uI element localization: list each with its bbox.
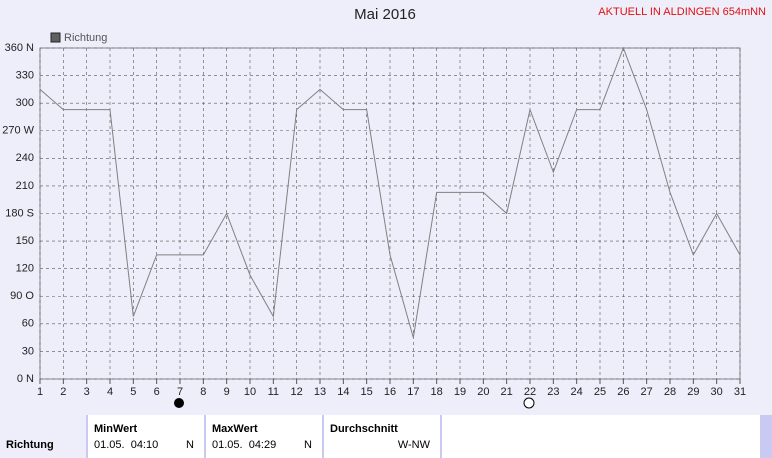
- y-tick-label: 150: [16, 235, 34, 247]
- y-tick-label: 30: [22, 345, 34, 357]
- y-tick-label: 120: [16, 263, 34, 275]
- x-tick-label: 21: [501, 386, 513, 398]
- y-tick-label: 270 W: [2, 125, 34, 137]
- empty-cell: [442, 415, 760, 458]
- x-tick-label: 12: [291, 386, 303, 398]
- col-title: Durchschnitt: [330, 423, 398, 435]
- col-title: MaxWert: [212, 423, 258, 435]
- x-tick-label: 18: [431, 386, 443, 398]
- legend-swatch: [50, 32, 61, 43]
- summary-table: Richtung MinWert 01.05. 04:10 N MaxWert …: [0, 415, 772, 458]
- x-tick-label: 6: [154, 386, 160, 398]
- y-tick-label: 210: [16, 180, 34, 192]
- x-tick-label: 23: [547, 386, 559, 398]
- y-tick-label: 90 O: [10, 290, 34, 302]
- dir: W-NW: [397, 439, 430, 451]
- max-cell: MaxWert 01.05. 04:29 N: [206, 415, 322, 458]
- x-tick-label: 1: [37, 386, 43, 398]
- station-label: AKTUELL IN ALDINGEN 654mNN: [598, 6, 766, 18]
- row-label: Richtung: [6, 439, 54, 451]
- y-tick-label: 60: [22, 318, 34, 330]
- col-title: MinWert: [94, 423, 138, 435]
- x-tick-label: 19: [454, 386, 466, 398]
- x-tick-label: 5: [130, 386, 136, 398]
- x-tick-label: 10: [244, 386, 256, 398]
- x-tick-label: 17: [407, 386, 419, 398]
- x-tick-label: 16: [384, 386, 396, 398]
- x-tick-label: 4: [107, 386, 113, 398]
- dir: N: [304, 439, 312, 451]
- x-tick-label: 20: [477, 386, 489, 398]
- x-tick-label: 14: [337, 386, 349, 398]
- x-tick-label: 24: [571, 386, 583, 398]
- y-tick-label: 360 N: [5, 42, 34, 54]
- x-tick-label: 9: [224, 386, 230, 398]
- x-tick-label: 25: [594, 386, 606, 398]
- chart-title: Mai 2016: [354, 6, 416, 23]
- x-tick-label: 8: [200, 386, 206, 398]
- min-cell: MinWert 01.05. 04:10 N: [88, 415, 204, 458]
- time: 01.05. 04:10: [94, 439, 159, 451]
- x-tick-label: 29: [687, 386, 699, 398]
- y-tick-label: 330: [16, 69, 34, 81]
- x-tick-label: 7: [177, 386, 183, 398]
- chart: Mai 2016 AKTUELL IN ALDINGEN 654mNN 0 N 3…: [2, 6, 766, 409]
- line: [39, 46, 741, 338]
- x-tick-label: 15: [361, 386, 373, 398]
- x-tick-label: 31: [734, 386, 746, 398]
- moon-icon: [174, 398, 184, 408]
- moon-icon: [523, 397, 535, 409]
- x-tick-label: 27: [641, 386, 653, 398]
- dir: N: [186, 439, 194, 451]
- time: 01.05. 04:29: [212, 439, 277, 451]
- x-tick-label: 30: [711, 386, 723, 398]
- x-tick-label: 11: [268, 386, 279, 398]
- x-tick-label: 28: [664, 386, 676, 398]
- row-label-cell: Richtung: [0, 415, 86, 458]
- x-tick-label: 26: [617, 386, 629, 398]
- y-tick-label: 240: [16, 152, 34, 164]
- y-tick-label: 0 N: [17, 373, 34, 385]
- x-tick-label: 13: [314, 386, 326, 398]
- avg-cell: Durchschnitt W-NW: [324, 415, 440, 458]
- legend-label: Richtung: [64, 32, 107, 44]
- y-tick-label: 180 S: [5, 207, 34, 219]
- x-tick-label: 22: [524, 386, 536, 398]
- y-tick-label: 300: [16, 97, 34, 109]
- x-tick-label: 3: [84, 386, 90, 398]
- x-tick-label: 2: [60, 386, 66, 398]
